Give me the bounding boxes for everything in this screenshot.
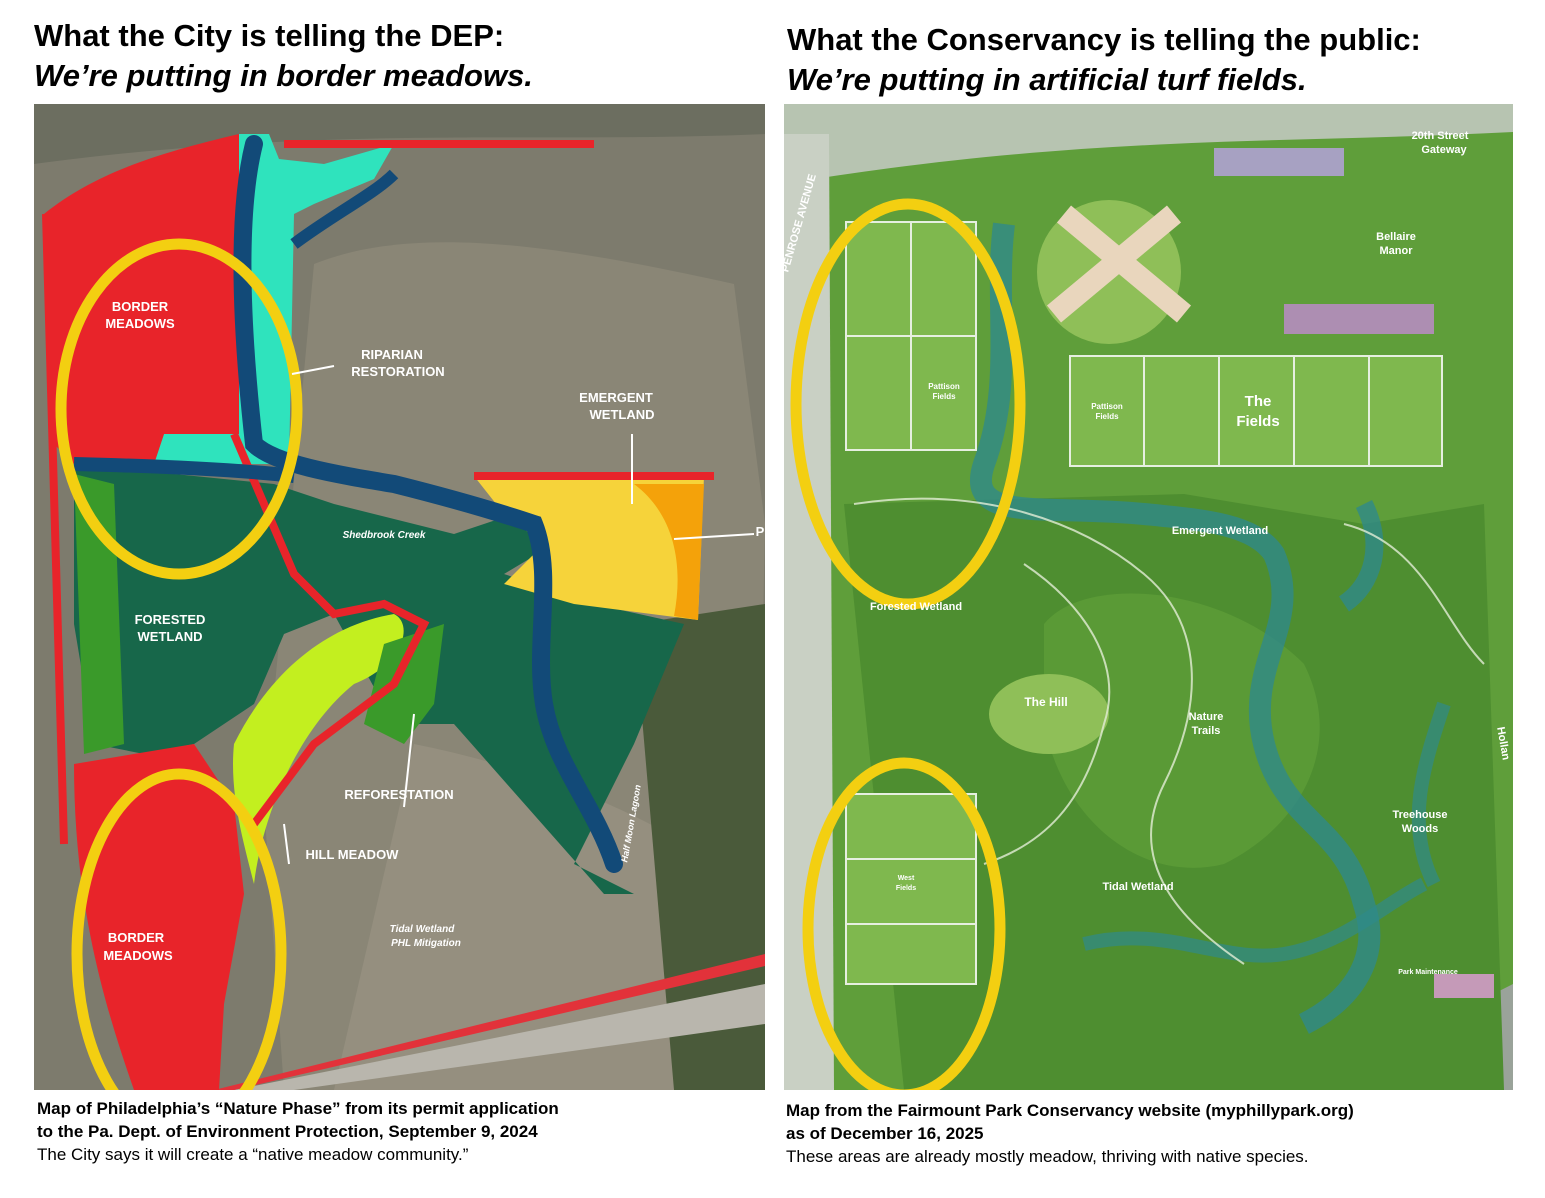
- left-caption-line3: The City says it will create a “native m…: [37, 1145, 469, 1164]
- label-pattison-west-2: Fields: [932, 392, 956, 401]
- right-caption-line3: These areas are already mostly meadow, t…: [786, 1147, 1309, 1166]
- label-west-fields-1: West: [898, 875, 915, 882]
- top-road: [784, 104, 1513, 184]
- border-meadow-bottom: [74, 744, 244, 1090]
- label-pattison-1: Pattison: [1091, 402, 1123, 411]
- left-caption-line1: Map of Philadelphia’s “Nature Phase” fro…: [37, 1099, 559, 1118]
- right-headline-line1: What the Conservancy is telling the publ…: [787, 22, 1421, 57]
- label-treehouse-1: Treehouse: [1392, 809, 1447, 821]
- the-hill: [989, 674, 1109, 754]
- label-tidal-2: PHL Mitigation: [391, 938, 461, 949]
- highway-red-line: [214, 954, 765, 1090]
- label-west-fields-2: Fields: [896, 885, 916, 892]
- aerial-disturbed-area: [334, 744, 734, 1090]
- label-nature-trails-1: Nature: [1189, 711, 1224, 723]
- bellaire-area: [1284, 304, 1434, 334]
- label-the-fields-1: The: [1245, 393, 1272, 410]
- label-treehouse-2: Woods: [1402, 823, 1438, 835]
- right-caption-line2: as of December 16, 2025: [786, 1124, 984, 1143]
- ballfield-paths: [1046, 205, 1192, 323]
- right-headline-line2: We’re putting in artificial turf fields.: [787, 62, 1307, 97]
- waterway-treehouse: [1411, 701, 1451, 888]
- conservancy-map-svg: PENROSE AVENUE 20th Street Gateway Bella…: [784, 104, 1513, 1090]
- highlight-circle-bottom: [802, 757, 1006, 1090]
- label-emergent-wetland: Emergent Wetland: [1172, 525, 1268, 537]
- label-forested-2: WETLAND: [138, 629, 203, 644]
- waterway-tidal: [1082, 877, 1428, 963]
- left-caption: Map of Philadelphia’s “Nature Phase” fro…: [37, 1097, 559, 1166]
- shedbrook-creek: [233, 135, 623, 873]
- left-caption-line2: to the Pa. Dept. of Environment Protecti…: [37, 1122, 538, 1141]
- conservancy-map: PENROSE AVENUE 20th Street Gateway Bella…: [784, 104, 1513, 1090]
- park-maintenance-building: [1434, 974, 1494, 998]
- label-nature-trails-2: Trails: [1192, 725, 1221, 737]
- hill-meadow-zone: [233, 614, 404, 884]
- label-border-meadows-bottom-2: MEADOWS: [103, 948, 173, 963]
- highway-band: [234, 984, 765, 1090]
- label-forested-1: FORESTED: [135, 612, 206, 627]
- nature-trails-paths: [853, 497, 1485, 965]
- label-the-fields-2: Fields: [1236, 413, 1279, 430]
- riparian-zone: [154, 134, 394, 464]
- label-tidal-1: Tidal Wetland: [390, 924, 456, 935]
- label-border-meadows-top-2: MEADOWS: [105, 316, 175, 331]
- highlight-circle-bottom: [71, 768, 287, 1090]
- label-gateway-1: 20th Street: [1412, 130, 1469, 142]
- right-caption: Map from the Fairmount Park Conservancy …: [786, 1099, 1354, 1168]
- label-riparian-1: RIPARIAN: [361, 347, 423, 362]
- label-edge-letter: P: [756, 524, 765, 539]
- reforestation-zone: [364, 624, 444, 744]
- creek-branch-north: [290, 169, 399, 249]
- city-permit-map: BORDER MEADOWS BORDER MEADOWS RIPARIAN R…: [34, 104, 765, 1090]
- label-bellaire-1: Bellaire: [1376, 231, 1416, 243]
- label-tidal-wetland: Tidal Wetland: [1102, 881, 1173, 893]
- label-forested-wetland: Forested Wetland: [870, 601, 962, 613]
- emergent-wetland-zone: [474, 476, 704, 620]
- label-pattison-west-1: Pattison: [928, 382, 960, 391]
- emergent-wetland-orange: [634, 484, 704, 620]
- left-headline: What the City is telling the DEP: We’re …: [34, 16, 533, 96]
- right-caption-line1: Map from the Fairmount Park Conservancy …: [786, 1101, 1354, 1120]
- left-headline-line1: What the City is telling the DEP:: [34, 18, 505, 53]
- waterway-main: [970, 222, 1381, 1034]
- city-permit-map-svg: BORDER MEADOWS BORDER MEADOWS RIPARIAN R…: [34, 104, 765, 1090]
- highlight-circle-top: [55, 238, 303, 580]
- left-headline-line2: We’re putting in border meadows.: [34, 58, 533, 93]
- the-fields-area: [1069, 355, 1443, 467]
- aerial-road-top: [34, 104, 765, 164]
- label-leader-lines: [283, 365, 755, 865]
- label-border-meadows-top-1: BORDER: [112, 299, 169, 314]
- label-emergent-2: WETLAND: [590, 407, 655, 422]
- right-headline: What the Conservancy is telling the publ…: [787, 20, 1421, 100]
- tennis-courts: [1214, 148, 1344, 176]
- label-emergent-1: EMERGENT: [579, 390, 653, 405]
- forest-canopy: [1044, 593, 1320, 868]
- creek-branch-west: [73, 457, 295, 483]
- label-park-maintenance: Park Maintenance: [1398, 969, 1458, 976]
- label-hill-meadow: HILL MEADOW: [306, 847, 400, 862]
- label-holland: Hollan: [1494, 726, 1512, 761]
- label-border-meadows-bottom-1: BORDER: [108, 930, 165, 945]
- label-reforestation: REFORESTATION: [344, 787, 453, 802]
- red-boundary-paths: [42, 140, 594, 845]
- highlight-circle-top: [790, 198, 1026, 610]
- label-pattison-2: Fields: [1095, 412, 1119, 421]
- waterway-east: [1338, 499, 1384, 612]
- border-meadow-top: [44, 134, 239, 464]
- label-gateway-2: Gateway: [1421, 144, 1467, 156]
- label-riparian-2: RESTORATION: [351, 364, 444, 379]
- label-the-hill: The Hill: [1024, 695, 1067, 709]
- west-fields: [845, 793, 977, 985]
- label-bellaire-2: Manor: [1380, 245, 1414, 257]
- label-creek: Shedbrook Creek: [343, 530, 426, 541]
